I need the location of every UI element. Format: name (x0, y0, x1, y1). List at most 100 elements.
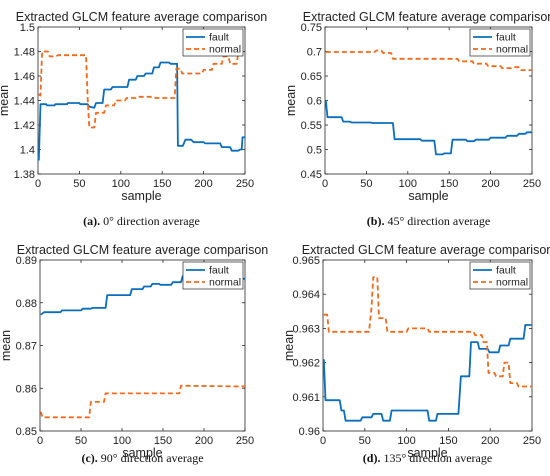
y-tick-label: 0.75 (301, 22, 322, 34)
figure-caption: (a). 0° direction average (83, 214, 200, 228)
x-tick-label: 50 (360, 178, 372, 190)
caption-letter: (b). (367, 214, 385, 228)
x-tick-label: 0 (37, 435, 43, 447)
y-tick-label: 1.44 (14, 96, 35, 108)
series-line-fault (322, 324, 532, 422)
caption-text: 90° direction average (98, 451, 204, 465)
legend-box (469, 28, 531, 57)
legend-label-normal: normal (209, 277, 241, 289)
y-tick-label: 0.962 (292, 358, 320, 370)
legend-label-normal: normal (496, 44, 528, 56)
y-tick-label: 0.961 (292, 392, 320, 404)
chart-title: Extracted GLCM feature average compariso… (302, 243, 550, 257)
x-axis-label: sample (122, 446, 162, 460)
caption-text: 45° direction average (384, 214, 490, 228)
figure-caption: (b). 45° direction average (367, 214, 490, 228)
series-line-fault (324, 100, 532, 156)
x-tick-label: 100 (399, 178, 417, 190)
y-tick-label: 1.48 (14, 47, 35, 59)
legend-box (469, 261, 531, 290)
y-axis-label: mean (0, 330, 13, 361)
y-tick-label: 0.86 (16, 383, 37, 395)
chart-title: Extracted GLCM feature average compariso… (16, 10, 268, 24)
x-tick-label: 200 (195, 435, 213, 447)
x-tick-label: 0 (320, 435, 326, 447)
y-axis-label: mean (282, 330, 296, 361)
y-tick-label: 0.7 (307, 47, 322, 59)
legend-label-normal: normal (496, 277, 528, 289)
y-tick-label: 1.38 (14, 169, 35, 181)
chart-title: Extracted GLCM feature average compariso… (303, 10, 550, 24)
y-tick-label: 0.89 (16, 255, 37, 267)
chart-panel-4: Extracted GLCM feature average compariso… (282, 243, 550, 465)
y-tick-label: 0.965 (292, 255, 320, 267)
chart-panel-1: Extracted GLCM feature average compariso… (0, 10, 267, 228)
series-line-normal (39, 384, 246, 419)
x-tick-label: 150 (440, 178, 458, 190)
x-tick-label: 100 (113, 435, 131, 447)
y-tick-label: 0.964 (292, 289, 320, 301)
legend-label-fault: fault (209, 265, 229, 277)
x-tick-label: 150 (153, 178, 171, 190)
x-tick-label: 0 (322, 178, 328, 190)
y-tick-label: 1.5 (20, 22, 35, 34)
y-tick-label: 0.85 (16, 426, 37, 438)
x-tick-label: 100 (112, 178, 130, 190)
x-tick-label: 200 (481, 178, 499, 190)
x-axis-label: sample (407, 446, 447, 460)
y-axis-label: mean (0, 85, 11, 116)
x-tick-label: 200 (481, 435, 499, 447)
y-tick-label: 1.4 (20, 145, 35, 157)
legend-box (182, 28, 244, 57)
caption-text: 0° direction average (100, 214, 200, 228)
y-tick-label: 1.46 (14, 71, 35, 83)
y-tick-label: 0.65 (301, 71, 322, 83)
x-tick-label: 50 (75, 435, 87, 447)
legend-label-normal: normal (209, 44, 241, 56)
legend-label-fault: fault (496, 265, 516, 277)
x-axis-label: sample (408, 189, 448, 203)
x-tick-label: 200 (194, 178, 212, 190)
y-tick-label: 0.88 (16, 298, 37, 310)
figure-caption: (d). 135° direction average (363, 451, 492, 465)
y-tick-label: 0.55 (301, 120, 322, 132)
legend-label-fault: fault (209, 32, 229, 44)
series-line-normal (38, 50, 245, 129)
x-tick-label: 250 (523, 178, 541, 190)
chart-title: Extracted GLCM feature average compariso… (17, 243, 269, 257)
x-tick-label: 150 (439, 435, 457, 447)
x-tick-label: 50 (73, 178, 85, 190)
x-tick-label: 50 (359, 435, 371, 447)
x-tick-label: 100 (397, 435, 415, 447)
chart-panel-2: Extracted GLCM feature average compariso… (284, 10, 550, 228)
x-tick-label: 0 (35, 178, 41, 190)
caption-letter: (a). (83, 214, 100, 228)
y-tick-label: 0.45 (301, 169, 322, 181)
series-line-normal (325, 49, 532, 71)
y-axis-label: mean (284, 85, 298, 116)
y-tick-label: 0.6 (307, 96, 322, 108)
y-tick-label: 0.96 (299, 426, 320, 438)
legend-label-fault: fault (496, 32, 516, 44)
caption-letter: (d). (363, 451, 381, 465)
chart-panel-3: Extracted GLCM feature average compariso… (0, 243, 268, 465)
x-tick-label: 250 (236, 178, 254, 190)
y-tick-label: 1.42 (14, 120, 35, 132)
y-tick-label: 0.963 (292, 323, 320, 335)
x-tick-label: 150 (154, 435, 172, 447)
legend-box (182, 261, 244, 290)
y-tick-label: 0.87 (16, 341, 37, 353)
series-line-fault (37, 61, 245, 161)
series-line-normal (323, 276, 532, 388)
figure-caption: (c). 90° direction average (81, 451, 203, 465)
y-tick-label: 0.5 (307, 145, 322, 157)
x-axis-label: sample (121, 189, 161, 203)
caption-letter: (c). (81, 451, 97, 465)
caption-text: 135° direction average (380, 451, 492, 465)
x-tick-label: 250 (236, 435, 254, 447)
